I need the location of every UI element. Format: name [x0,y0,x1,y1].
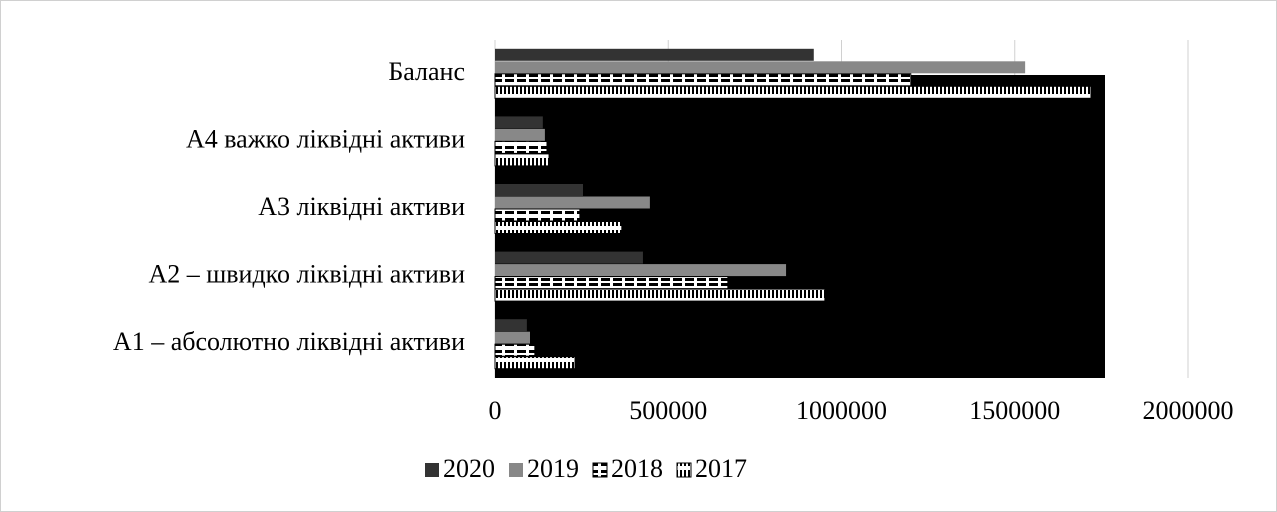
legend-label: 2018 [611,454,663,483]
bar [494,221,623,234]
legend-swatch [509,463,523,477]
x-tick-label: 0 [489,396,502,425]
legend-label: 2017 [695,454,747,483]
bar [494,85,1092,99]
bar [495,264,787,277]
bar [494,276,729,290]
bar [494,73,912,87]
y-tick-label: А2 – швидко ліквідні активи [148,260,465,289]
x-tick-label: 2000000 [1143,396,1234,425]
bar [494,343,536,357]
bar [494,153,550,167]
legend-swatch [676,462,692,478]
bar [495,128,545,141]
y-tick-label: Баланс [388,57,465,86]
bar [494,288,826,302]
bar [495,184,584,196]
bar [495,251,643,264]
bar [495,48,814,61]
legend-label: 2019 [527,454,579,483]
x-tick-label: 500000 [629,396,707,425]
bar [494,356,576,370]
y-tick-label: А3 ліквідні активи [258,192,465,221]
bar [495,61,1026,74]
bar [495,331,530,344]
y-tick-label: А4 важко ліквідні активи [186,124,465,153]
bar [495,196,650,209]
legend-swatch [425,463,439,477]
bar [495,116,543,129]
bar [494,208,581,222]
y-tick-label: А1 – абсолютно ліквідні активи [113,327,465,356]
x-tick-label: 1500000 [969,396,1060,425]
legend-swatch [592,462,608,478]
bar [494,140,548,154]
bar [495,319,527,332]
legend-label: 2020 [443,454,495,483]
x-tick-label: 1000000 [796,396,887,425]
